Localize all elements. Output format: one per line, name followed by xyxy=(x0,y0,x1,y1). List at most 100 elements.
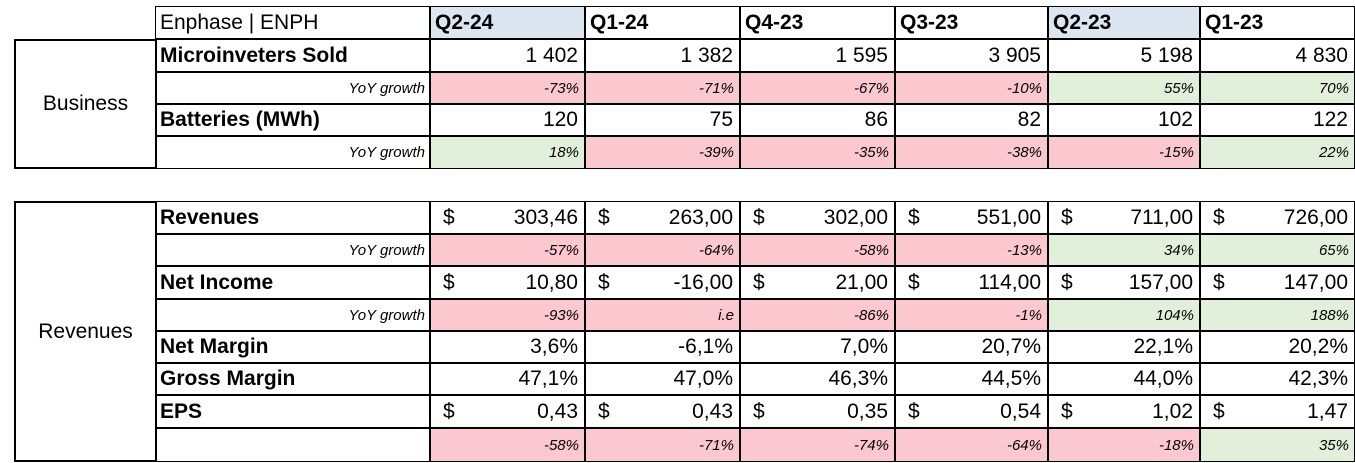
value-cell[interactable]: 102 xyxy=(1048,104,1200,136)
yoy-growth-cell[interactable]: -71% xyxy=(585,72,740,104)
yoy-growth-cell[interactable]: i.e xyxy=(585,299,740,331)
currency-cell[interactable]: $0,35 xyxy=(740,395,895,428)
currency-cell[interactable]: $114,00 xyxy=(895,266,1048,299)
quarter-header[interactable]: Q4-23 xyxy=(740,6,895,39)
yoy-growth-cell[interactable]: -58% xyxy=(430,428,585,462)
currency-cell[interactable]: $ -16,00 xyxy=(585,266,740,299)
value-cell[interactable]: 20,2% xyxy=(1200,331,1355,363)
currency-cell[interactable]: $0,43 xyxy=(430,395,585,428)
value-cell[interactable]: 86 xyxy=(740,104,895,136)
yoy-growth-cell[interactable]: -15% xyxy=(1048,136,1200,169)
value-cell[interactable]: 120 xyxy=(430,104,585,136)
value-cell[interactable]: 1 402 xyxy=(430,39,585,72)
yoy-growth-cell[interactable]: -86% xyxy=(740,299,895,331)
currency-value: 157,00 xyxy=(1128,270,1193,294)
value-cell[interactable]: 1 382 xyxy=(585,39,740,72)
row-label[interactable]: Revenues xyxy=(155,201,430,234)
currency-symbol: $ xyxy=(598,270,610,294)
value-cell[interactable]: 82 xyxy=(895,104,1048,136)
value-cell[interactable]: 4 830 xyxy=(1200,39,1355,72)
currency-value: -16,00 xyxy=(673,270,733,294)
yoy-label[interactable]: YoY growth xyxy=(155,234,430,266)
currency-cell[interactable]: $711,00 xyxy=(1048,201,1200,234)
yoy-growth-cell[interactable]: -1% xyxy=(895,299,1048,331)
yoy-growth-cell[interactable]: -67% xyxy=(740,72,895,104)
section-label-business[interactable]: Business xyxy=(14,39,157,169)
value-cell[interactable]: 3 905 xyxy=(895,39,1048,72)
quarter-header[interactable]: Q2-24 xyxy=(430,6,585,39)
row-label[interactable]: EPS xyxy=(155,395,430,428)
currency-cell[interactable]: $0,43 xyxy=(585,395,740,428)
yoy-growth-cell[interactable]: 18% xyxy=(430,136,585,169)
yoy-growth-cell[interactable]: -74% xyxy=(740,428,895,462)
quarter-header[interactable]: Q1-24 xyxy=(585,6,740,39)
currency-value: 147,00 xyxy=(1283,270,1348,294)
currency-symbol: $ xyxy=(908,399,920,423)
yoy-growth-cell[interactable]: 70% xyxy=(1200,72,1355,104)
currency-cell[interactable]: $10,80 xyxy=(430,266,585,299)
value-cell[interactable]: 3,6% xyxy=(430,331,585,363)
yoy-growth-cell[interactable]: -73% xyxy=(430,72,585,104)
quarter-header[interactable]: Q2-23 xyxy=(1048,6,1200,39)
currency-cell[interactable]: $0,54 xyxy=(895,395,1048,428)
value-cell[interactable]: 1 595 xyxy=(740,39,895,72)
yoy-growth-cell[interactable]: 104% xyxy=(1048,299,1200,331)
row-label[interactable]: Batteries (MWh) xyxy=(155,104,430,136)
currency-cell[interactable]: $1,02 xyxy=(1048,395,1200,428)
section-label-revenues[interactable]: Revenues xyxy=(14,201,157,462)
row-label[interactable]: Gross Margin xyxy=(155,363,430,395)
value-cell[interactable]: 20,7% xyxy=(895,331,1048,363)
yoy-growth-cell[interactable]: 35% xyxy=(1200,428,1355,462)
yoy-growth-cell[interactable]: -10% xyxy=(895,72,1048,104)
value-cell[interactable]: 44,5% xyxy=(895,363,1048,395)
quarter-header[interactable]: Q3-23 xyxy=(895,6,1048,39)
row-label[interactable]: Net Margin xyxy=(155,331,430,363)
yoy-growth-cell[interactable]: -18% xyxy=(1048,428,1200,462)
yoy-growth-cell[interactable]: 55% xyxy=(1048,72,1200,104)
yoy-growth-cell[interactable]: -39% xyxy=(585,136,740,169)
yoy-growth-cell[interactable]: -13% xyxy=(895,234,1048,266)
value-cell[interactable]: 47,1% xyxy=(430,363,585,395)
value-cell[interactable]: 46,3% xyxy=(740,363,895,395)
value-cell[interactable]: 5 198 xyxy=(1048,39,1200,72)
yoy-label[interactable]: YoY growth xyxy=(155,299,430,331)
yoy-label[interactable]: YoY growth xyxy=(155,136,430,169)
value-cell[interactable]: -6,1% xyxy=(585,331,740,363)
currency-cell[interactable]: $1,47 xyxy=(1200,395,1355,428)
quarter-header[interactable]: Q1-23 xyxy=(1200,6,1355,39)
yoy-growth-cell[interactable]: -64% xyxy=(585,234,740,266)
yoy-growth-cell[interactable]: -93% xyxy=(430,299,585,331)
yoy-growth-cell[interactable]: 34% xyxy=(1048,234,1200,266)
value-cell[interactable]: 47,0% xyxy=(585,363,740,395)
table-title[interactable]: Enphase | ENPH xyxy=(155,6,430,39)
yoy-growth-cell[interactable]: 22% xyxy=(1200,136,1355,169)
value-cell[interactable]: 22,1% xyxy=(1048,331,1200,363)
row-label[interactable]: Microinveters Sold xyxy=(155,39,430,72)
currency-cell[interactable]: $157,00 xyxy=(1048,266,1200,299)
currency-cell[interactable]: $302,00 xyxy=(740,201,895,234)
currency-cell[interactable]: $726,00 xyxy=(1200,201,1355,234)
currency-cell[interactable]: $303,46 xyxy=(430,201,585,234)
currency-value: 1,02 xyxy=(1152,399,1193,423)
yoy-growth-cell[interactable]: -64% xyxy=(895,428,1048,462)
value-cell[interactable]: 42,3% xyxy=(1200,363,1355,395)
yoy-growth-cell[interactable]: 188% xyxy=(1200,299,1355,331)
currency-cell[interactable]: $263,00 xyxy=(585,201,740,234)
yoy-growth-cell[interactable]: -35% xyxy=(740,136,895,169)
row-label[interactable]: Net Income xyxy=(155,266,430,299)
currency-cell[interactable]: $147,00 xyxy=(1200,266,1355,299)
value-cell[interactable]: 75 xyxy=(585,104,740,136)
currency-symbol: $ xyxy=(598,205,610,229)
empty-label-cell[interactable] xyxy=(155,428,430,462)
yoy-growth-cell[interactable]: -57% xyxy=(430,234,585,266)
value-cell[interactable]: 7,0% xyxy=(740,331,895,363)
value-cell[interactable]: 122 xyxy=(1200,104,1355,136)
yoy-growth-cell[interactable]: -38% xyxy=(895,136,1048,169)
value-cell[interactable]: 44,0% xyxy=(1048,363,1200,395)
currency-cell[interactable]: $21,00 xyxy=(740,266,895,299)
yoy-growth-cell[interactable]: -58% xyxy=(740,234,895,266)
yoy-growth-cell[interactable]: -71% xyxy=(585,428,740,462)
yoy-growth-cell[interactable]: 65% xyxy=(1200,234,1355,266)
currency-cell[interactable]: $551,00 xyxy=(895,201,1048,234)
yoy-label[interactable]: YoY growth xyxy=(155,72,430,104)
